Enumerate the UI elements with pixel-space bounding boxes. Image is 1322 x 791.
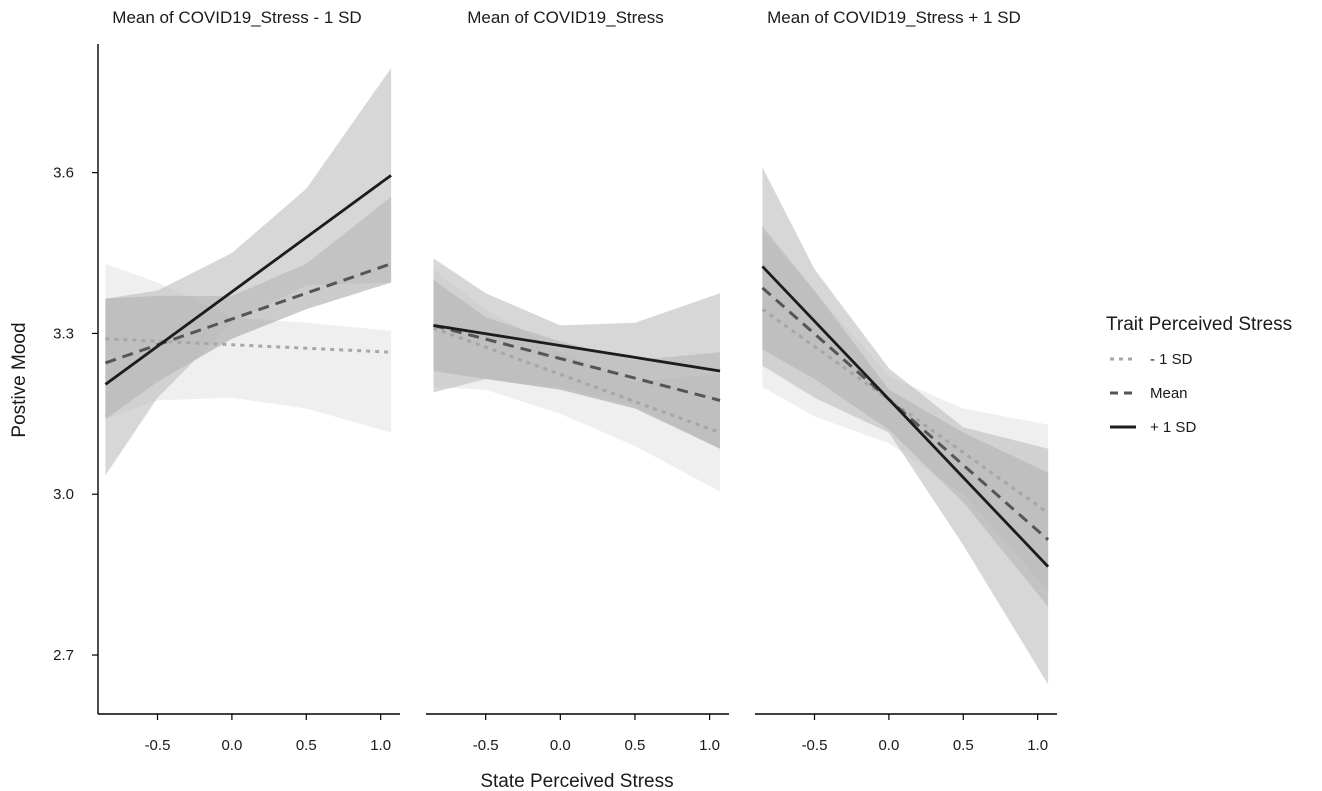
- ci-band-1-sd: [105, 68, 392, 476]
- legend-label-mean: Mean: [1150, 385, 1188, 402]
- series-line-mean: [433, 323, 721, 402]
- y-axis-title: Postive Mood: [9, 322, 30, 437]
- series-line-1-sd: [433, 324, 721, 373]
- panel-1: Mean of COVID19_Stress - 1 SD -0.5 0.0 0.5 1…: [53, 8, 400, 754]
- plot-panels: Mean of COVID19_Stress - 1 SD -0.5 0.0 0.5 1…: [53, 8, 1057, 754]
- x-tick-label: 1.0: [370, 737, 391, 754]
- x-tick-label: 1.0: [1027, 737, 1048, 754]
- x-tick-label: 0.0: [550, 737, 571, 754]
- y-tick-label: 3.0: [53, 486, 74, 503]
- x-tick-label: 0.5: [296, 737, 317, 754]
- x-tick-label: 0.5: [625, 737, 646, 754]
- x-tick-label: 0.0: [221, 737, 242, 754]
- legend-entries: - 1 SD Mean + 1 SD: [1110, 351, 1196, 436]
- ci-band-1-sd: [433, 258, 720, 449]
- series-line-mean: [104, 262, 392, 365]
- x-tick-label: -0.5: [802, 737, 828, 754]
- legend: Trait Perceived Stress - 1 SD Mean + 1 SD: [1106, 314, 1292, 436]
- y-tick-label: 3.6: [53, 165, 74, 182]
- y-tick-label: 2.7: [53, 647, 74, 664]
- panel-2: Mean of COVID19_Stress -0.5 0.0 0.5 1.0: [426, 8, 729, 754]
- series-line-mean: [761, 286, 1050, 541]
- series-line-1-sd: [104, 174, 392, 386]
- panel-3: Mean of COVID19_Stress + 1 SD -0.5 0.0 0.5 1…: [755, 8, 1057, 754]
- panel-title: Mean of COVID19_Stress + 1 SD: [767, 8, 1021, 27]
- series-line-1-sd: [761, 265, 1050, 568]
- legend-label-1-sd: + 1 SD: [1150, 419, 1196, 436]
- series-line-1-sd: [432, 326, 721, 435]
- x-tick-label: 0.5: [953, 737, 974, 754]
- panel-title: Mean of COVID19_Stress - 1 SD: [112, 8, 361, 27]
- legend-label-1-sd: - 1 SD: [1150, 351, 1193, 368]
- x-axis-title: State Perceived Stress: [480, 771, 673, 791]
- x-tick-label: -0.5: [145, 737, 171, 754]
- y-tick-label: 3.3: [53, 325, 74, 342]
- panel-title: Mean of COVID19_Stress: [467, 8, 664, 27]
- series-line-1-sd: [105, 337, 392, 354]
- ci-band-1-sd: [762, 167, 1049, 685]
- x-tick-label: 1.0: [699, 737, 720, 754]
- legend-title: Trait Perceived Stress: [1106, 314, 1292, 335]
- x-tick-label: 0.0: [878, 737, 899, 754]
- x-tick-label: -0.5: [473, 737, 499, 754]
